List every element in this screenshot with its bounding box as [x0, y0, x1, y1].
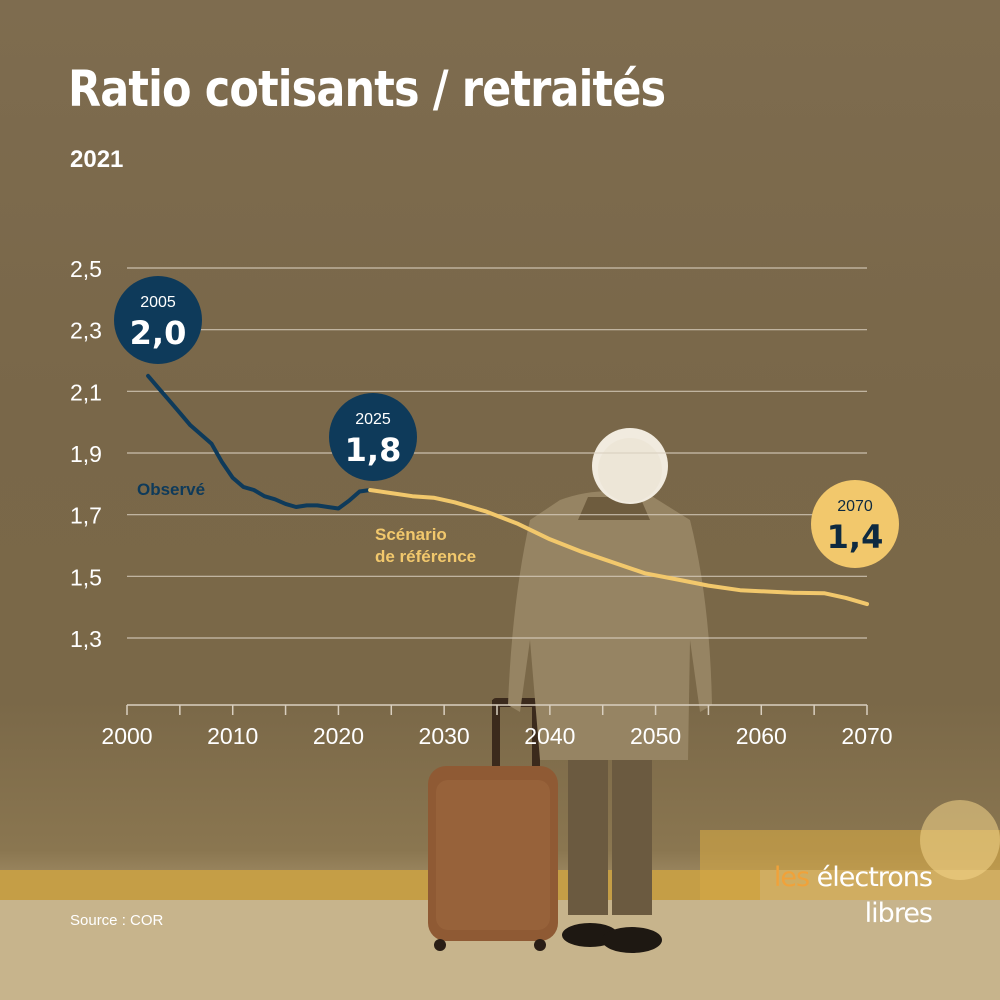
- x-tick-label: 2070: [841, 723, 892, 749]
- annotation-bubble-2005: 2005 2,0: [114, 276, 202, 364]
- series-label: Observé: [137, 480, 205, 499]
- chart-title: Ratio cotisants / retraités: [68, 60, 666, 118]
- y-tick-label: 2,1: [70, 379, 102, 405]
- bubble-year: 2070: [837, 498, 873, 515]
- x-tick-label: 2000: [101, 723, 152, 749]
- logo-part-2: électrons: [816, 862, 933, 893]
- bubble-circle: [114, 276, 202, 364]
- series-label: Scénario: [375, 525, 447, 544]
- annotation-bubble-2025: 2025 1,8: [329, 393, 417, 481]
- y-tick-label: 1,9: [70, 441, 102, 467]
- bubble-year: 2005: [140, 294, 176, 311]
- x-tick-label: 2010: [207, 723, 258, 749]
- chart-subtitle: 2021: [70, 146, 124, 173]
- bubble-year: 2025: [355, 411, 391, 428]
- y-tick-label: 1,3: [70, 626, 102, 652]
- y-tick-label: 2,5: [70, 256, 102, 282]
- source-note: Source : COR: [70, 912, 164, 929]
- series-labels: Observé Scénario de référence: [137, 480, 476, 566]
- x-tick-label: 2020: [313, 723, 364, 749]
- bubble-value: 2,0: [130, 314, 187, 352]
- series-label: de référence: [375, 547, 476, 566]
- logo-line-1: les électrons: [773, 862, 933, 893]
- x-axis: [126, 704, 868, 715]
- bubble-circle: [329, 393, 417, 481]
- brand-logo: les électrons libres: [772, 862, 952, 942]
- logo-part-1: les: [773, 862, 810, 893]
- y-tick-label: 1,5: [70, 564, 102, 590]
- x-tick-label: 2030: [419, 723, 470, 749]
- logo-line-2: libres: [864, 898, 933, 929]
- y-tick-label: 1,7: [70, 503, 102, 529]
- y-axis-labels: 2,5 2,3 2,1 1,9 1,7 1,5 1,3: [70, 256, 102, 652]
- x-tick-label: 2050: [630, 723, 681, 749]
- bubble-value: 1,8: [345, 431, 402, 469]
- bubble-value: 1,4: [827, 518, 884, 556]
- grid: [127, 267, 867, 639]
- series-group: [146, 373, 869, 607]
- series-line-observe: [146, 373, 373, 511]
- series-line-scenario: [368, 488, 869, 607]
- x-tick-label: 2060: [736, 723, 787, 749]
- x-tick-label: 2040: [524, 723, 575, 749]
- annotation-bubble-2070: 2070 1,4: [811, 480, 899, 568]
- annotations: 2005 2,0 2025 1,8 2070 1,4: [114, 276, 899, 568]
- y-tick-label: 2,3: [70, 318, 102, 344]
- x-axis-labels: 2000 2010 2020 2030 2040 2050 2060 2070: [101, 723, 892, 749]
- bubble-circle: [811, 480, 899, 568]
